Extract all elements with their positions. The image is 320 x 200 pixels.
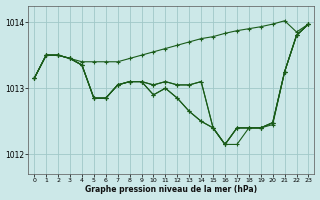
X-axis label: Graphe pression niveau de la mer (hPa): Graphe pression niveau de la mer (hPa) [85,185,257,194]
